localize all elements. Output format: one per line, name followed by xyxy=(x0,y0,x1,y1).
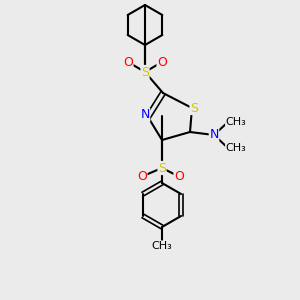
Text: CH₃: CH₃ xyxy=(226,143,246,153)
Text: O: O xyxy=(157,56,167,68)
Text: S: S xyxy=(141,65,149,79)
Text: N: N xyxy=(140,109,150,122)
Text: S: S xyxy=(190,101,198,115)
Text: O: O xyxy=(137,169,147,182)
Text: S: S xyxy=(158,161,166,175)
Text: CH₃: CH₃ xyxy=(152,241,172,251)
Text: O: O xyxy=(123,56,133,68)
Text: CH₃: CH₃ xyxy=(226,117,246,127)
Text: O: O xyxy=(174,169,184,182)
Text: N: N xyxy=(209,128,219,142)
